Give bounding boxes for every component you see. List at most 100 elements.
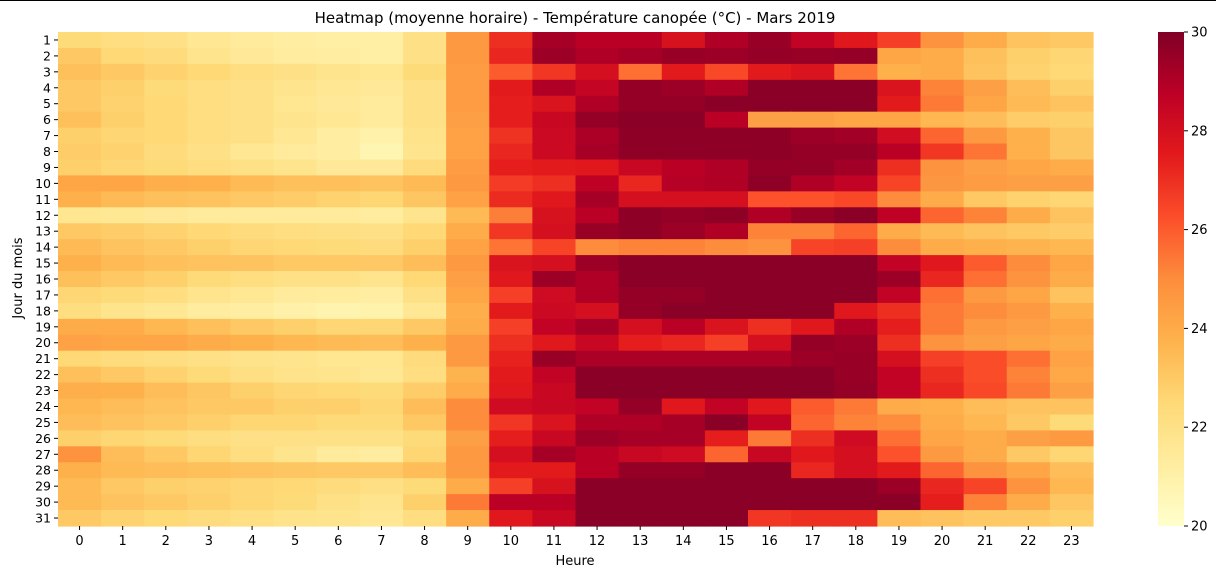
heatmap-cell (661, 271, 706, 288)
heatmap-cell (963, 414, 1008, 431)
heatmap-cell (144, 398, 188, 416)
heatmap-cell (403, 79, 447, 97)
top-border (0, 0, 1216, 1)
heatmap-cell (963, 111, 1008, 129)
heatmap-cell (58, 143, 102, 161)
heatmap-cell (791, 382, 835, 400)
heatmap-cell (791, 191, 835, 208)
heatmap-cell (748, 382, 792, 400)
y-tick-label: 12 (35, 208, 51, 223)
heatmap-cell (58, 223, 102, 240)
heatmap-cell (618, 47, 663, 65)
heatmap-cell (58, 382, 102, 400)
heatmap-cell (446, 191, 490, 208)
heatmap-cell (359, 207, 404, 224)
heatmap-cell (834, 382, 878, 400)
x-tick-label: 17 (804, 534, 821, 549)
heatmap-cell (877, 95, 922, 113)
heatmap-cell (101, 127, 145, 145)
heatmap-cell (359, 414, 404, 431)
heatmap-cell (316, 143, 361, 161)
heatmap-cell (618, 79, 663, 97)
heatmap-cell (403, 32, 447, 49)
heatmap-cell (661, 494, 706, 511)
heatmap-cell (834, 286, 878, 304)
heatmap-cell (791, 239, 835, 256)
heatmap-cell (403, 350, 447, 368)
heatmap-cell (101, 462, 145, 479)
heatmap-cell (359, 302, 404, 320)
heatmap-cell (403, 494, 447, 511)
heatmap-cell (618, 255, 663, 272)
heatmap-cell (575, 446, 620, 463)
heatmap-cell (618, 143, 663, 161)
heatmap-cell (963, 95, 1008, 113)
heatmap-cell (532, 63, 577, 81)
heatmap-cell (834, 366, 878, 384)
heatmap-cell (791, 302, 835, 320)
heatmap-cell (58, 175, 102, 192)
heatmap-cell (1006, 430, 1051, 447)
y-tick-label: 29 (35, 479, 51, 494)
heatmap-cell (748, 255, 792, 272)
heatmap-cell (532, 159, 577, 177)
heatmap-cell (187, 430, 232, 447)
heatmap-cell (877, 159, 922, 177)
heatmap-cell (704, 366, 749, 384)
heatmap-cell (532, 430, 577, 447)
heatmap-cell (532, 79, 577, 97)
heatmap-cell (230, 271, 275, 288)
heatmap-cell (316, 350, 361, 368)
heatmap-cell (1049, 382, 1094, 400)
heatmap-cell (403, 175, 447, 192)
heatmap-cell (230, 286, 275, 304)
heatmap-cell (316, 318, 361, 336)
heatmap-cell (920, 318, 965, 336)
heatmap-cell (661, 191, 706, 208)
heatmap-cell (834, 510, 878, 527)
heatmap-cell (748, 175, 792, 192)
y-tick-label: 16 (35, 272, 51, 287)
heatmap-cell (187, 318, 232, 336)
heatmap-cell (877, 63, 922, 81)
heatmap-cell (144, 286, 188, 304)
heatmap-cell (877, 271, 922, 288)
heatmap-cell (532, 382, 577, 400)
heatmap-cell (273, 302, 318, 320)
heatmap-cell (489, 159, 533, 177)
heatmap-cell (704, 79, 749, 97)
heatmap-cell (489, 510, 533, 527)
heatmap-cell (446, 63, 490, 81)
heatmap-cell (1049, 175, 1094, 192)
heatmap-cell (359, 32, 404, 49)
heatmap-cell (403, 510, 447, 527)
heatmap-cell (532, 302, 577, 320)
heatmap-cell (273, 318, 318, 336)
heatmap-cell (489, 95, 533, 113)
heatmap-cell (230, 414, 275, 431)
heatmap-cell (920, 398, 965, 416)
heatmap-cell (316, 271, 361, 288)
heatmap-cell (489, 63, 533, 81)
heatmap-cell (748, 462, 792, 479)
heatmap-cell (187, 32, 232, 49)
heatmap-cell (489, 175, 533, 192)
heatmap-cell (359, 318, 404, 336)
heatmap-cell (489, 302, 533, 320)
heatmap-cell (316, 79, 361, 97)
heatmap-cell (144, 111, 188, 129)
heatmap-cell (963, 79, 1008, 97)
x-tick-label: 7 (377, 534, 385, 549)
x-tick-label: 16 (761, 534, 778, 549)
heatmap-cell (446, 510, 490, 527)
heatmap-cell (618, 191, 663, 208)
heatmap-cell (144, 63, 188, 81)
heatmap-cell (489, 207, 533, 224)
heatmap-cell (230, 494, 275, 511)
heatmap-cell (316, 63, 361, 81)
heatmap-cell (273, 414, 318, 431)
heatmap-cell (618, 414, 663, 431)
heatmap-cell (1006, 494, 1051, 511)
heatmap-cell (58, 494, 102, 511)
heatmap-cell (661, 143, 706, 161)
